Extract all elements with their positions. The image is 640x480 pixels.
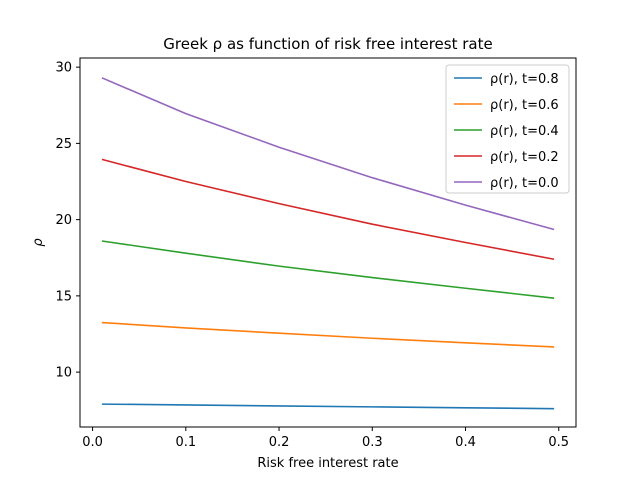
- chart-title: Greek ρ as function of risk free interes…: [163, 35, 492, 53]
- series-line-1: [101, 321, 555, 348]
- legend-label: ρ(r), t=0.4: [490, 124, 559, 139]
- y-tick-label: 15: [55, 289, 72, 304]
- x-axis-ticks: 0.0 0.1 0.2 0.3 0.4 0.5: [82, 427, 569, 450]
- legend-label: ρ(r), t=0.0: [490, 176, 559, 191]
- y-tick-label: 20: [55, 213, 72, 228]
- series-layer: [101, 77, 555, 410]
- x-tick-label: 0.5: [548, 435, 569, 450]
- x-tick-label: 0.1: [175, 435, 196, 450]
- legend-label: ρ(r), t=0.6: [490, 98, 559, 113]
- legend-label: ρ(r), t=0.8: [490, 72, 559, 87]
- x-tick-label: 0.2: [269, 435, 290, 450]
- x-axis-label: Risk free interest rate: [257, 456, 398, 471]
- x-tick-label: 0.3: [362, 435, 383, 450]
- legend: ρ(r), t=0.8 ρ(r), t=0.6 ρ(r), t=0.4 ρ(r), t…: [445, 64, 570, 194]
- series-line-4: [101, 77, 555, 231]
- series-line-3: [101, 158, 555, 261]
- series-line-0: [101, 403, 555, 410]
- legend-box: [445, 64, 570, 194]
- x-tick-label: 0.0: [82, 435, 103, 450]
- x-tick-label: 0.4: [455, 435, 476, 450]
- y-axis-label: ρ: [31, 238, 46, 247]
- y-tick-label: 10: [55, 366, 72, 381]
- plot-frame: [79, 57, 577, 428]
- legend-label: ρ(r), t=0.2: [490, 150, 559, 165]
- y-tick-label: 30: [55, 61, 72, 76]
- series-line-2: [101, 240, 555, 299]
- y-axis-ticks: 10 15 20 25 30: [55, 61, 80, 381]
- y-tick-label: 25: [55, 137, 72, 152]
